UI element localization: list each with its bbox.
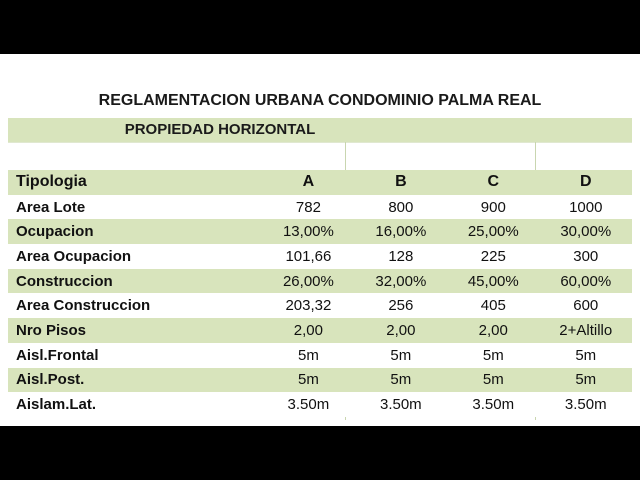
cell: 5m <box>354 342 448 368</box>
table-subtitle: PROPIEDAD HORIZONTAL <box>124 121 316 138</box>
cell: 782 <box>262 194 355 220</box>
table-row: Area Ocupacion 101,66 128 225 300 <box>8 244 632 269</box>
cell: 900 <box>447 194 540 220</box>
cell: 2+Altillo <box>539 318 632 343</box>
cell: 5m <box>539 342 632 368</box>
cell: 256 <box>354 293 448 319</box>
row-label: Area Lote <box>8 194 263 220</box>
slide: REGLAMENTACION URBANA CONDOMINIO PALMA R… <box>0 54 640 426</box>
header-col-c: C <box>447 170 540 195</box>
cell: 5m <box>262 342 355 368</box>
cell: 405 <box>447 293 540 319</box>
cell: 225 <box>447 244 540 269</box>
cell: 600 <box>539 293 632 319</box>
cell: 203,32 <box>262 293 355 319</box>
row-label: Ocupacion <box>8 219 263 245</box>
table-row: Ocupacion 13,00% 16,00% 25,00% 30,00% <box>8 219 632 245</box>
table-row: Aisl.Post. 5m 5m 5m 5m <box>8 367 632 393</box>
table-row: Aislam.Lat. 3.50m 3.50m 3.50m 3.50m <box>8 392 632 417</box>
cell: 5m <box>354 367 448 393</box>
cell: 3.50m <box>447 392 540 417</box>
cell: 3.50m <box>354 392 448 417</box>
table-row: Construccion 26,00% 32,00% 45,00% 60,00% <box>8 268 632 294</box>
table-row: Aisl.Frontal 5m 5m 5m 5m <box>8 342 632 368</box>
row-label: Aisl.Post. <box>8 367 263 393</box>
table-header-row: Tipologia A B C D <box>8 170 632 195</box>
cell: 16,00% <box>354 219 448 245</box>
cell: 60,00% <box>539 268 632 294</box>
header-label: Tipologia <box>8 170 263 195</box>
table-row: Area Lote 782 800 900 1000 <box>8 194 632 220</box>
row-label: Aisl.Frontal <box>8 342 263 368</box>
header-col-a: A <box>262 170 355 195</box>
cell: 5m <box>539 367 632 393</box>
row-label: Aislam.Lat. <box>8 392 263 417</box>
cell: 101,66 <box>262 244 355 269</box>
cell: 300 <box>539 244 632 269</box>
cell: 45,00% <box>447 268 540 294</box>
cell: 32,00% <box>354 268 448 294</box>
cell: 30,00% <box>539 219 632 245</box>
header-col-b: B <box>354 170 448 195</box>
cell: 13,00% <box>262 219 355 245</box>
table-row: Nro Pisos 2,00 2,00 2,00 2+Altillo <box>8 318 632 343</box>
header-col-d: D <box>539 170 632 195</box>
cell: 2,00 <box>262 318 355 343</box>
subtitle-band: PROPIEDAD HORIZONTAL <box>8 118 632 142</box>
row-label: Area Ocupacion <box>8 244 263 269</box>
cell: 2,00 <box>354 318 448 343</box>
cell: 5m <box>262 367 355 393</box>
regulation-table: Tipologia A B C D Area Lote 782 800 900 … <box>8 170 632 417</box>
header-spacer <box>8 142 632 171</box>
row-label: Construccion <box>8 268 263 294</box>
cell: 3.50m <box>262 392 355 417</box>
cell: 1000 <box>539 194 632 220</box>
table-row: Area Construccion 203,32 256 405 600 <box>8 293 632 319</box>
cell: 800 <box>354 194 448 220</box>
row-label: Nro Pisos <box>8 318 263 343</box>
table-title: REGLAMENTACION URBANA CONDOMINIO PALMA R… <box>98 92 542 109</box>
cell: 2,00 <box>447 318 540 343</box>
cell: 25,00% <box>447 219 540 245</box>
cell: 3.50m <box>539 392 632 417</box>
cell: 5m <box>447 367 540 393</box>
row-label: Area Construccion <box>8 293 263 319</box>
cell: 128 <box>354 244 448 269</box>
cell: 26,00% <box>262 268 355 294</box>
cell: 5m <box>447 342 540 368</box>
